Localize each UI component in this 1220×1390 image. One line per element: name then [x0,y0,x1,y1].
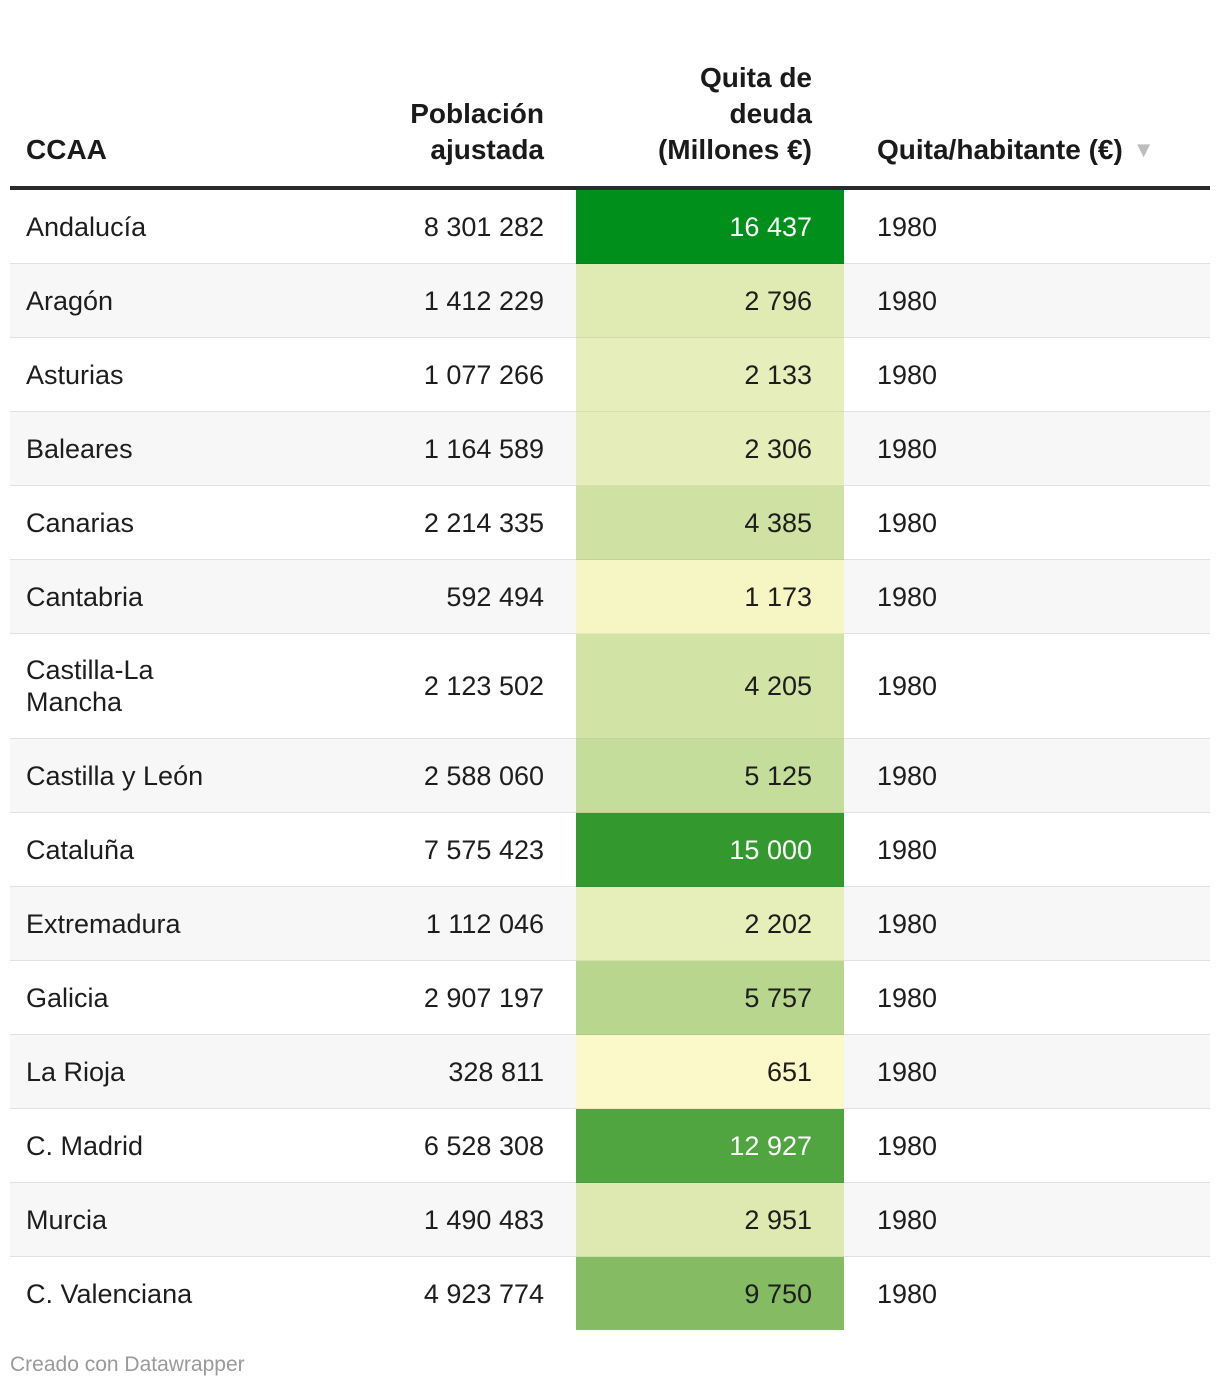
cell-ccaa: Asturias [10,337,208,412]
cell-population: 1 077 266 [208,337,576,412]
table-row: Murcia 1 490 483 2 951 1980 [10,1182,1210,1257]
column-header-per-capita-label: Quita/habitante (€) [877,134,1123,165]
cell-population: 592 494 [208,559,576,634]
cell-population: 2 123 502 [208,633,576,739]
cell-debt: 5 125 [576,738,844,813]
cell-ccaa: Baleares [10,411,208,486]
cell-debt: 4 205 [576,633,844,739]
cell-population: 6 528 308 [208,1108,576,1183]
cell-ccaa: Aragón [10,263,208,338]
cell-population: 4 923 774 [423,1278,544,1309]
cell-ccaa: Castilla-La Mancha [10,633,208,739]
table-row: Cataluña 7 575 423 15 000 1980 [10,812,1210,887]
table-row: Asturias 1 077 266 2 133 1980 [10,337,1210,412]
column-header-ccaa-label: CCAA [26,134,107,165]
cell-debt: 2 306 [576,411,844,486]
cell-population: 2 907 197 [208,960,576,1035]
cell-debt: 1 173 [576,559,844,634]
cell-per-capita: 1980 [844,633,1210,739]
table-row: C. Madrid 6 528 308 12 927 1980 [10,1108,1210,1183]
cell-debt: 16 437 [576,188,844,264]
column-header-debt-label: Quita de deuda (Millones €) [658,60,812,168]
cell-population: 328 811 [208,1034,576,1109]
cell-per-capita: 1980 [844,738,1210,813]
data-table: CCAA Población ajustada Quita de deuda (… [10,0,1210,1330]
table-header: CCAA Población ajustada Quita de deuda (… [10,0,1210,190]
column-header-debt-line1: Quita de [699,62,812,93]
table-row: Andalucía 8 301 282 16 437 1980 [10,188,1210,264]
cell-ccaa: Galicia [10,960,208,1035]
cell-debt: 2 951 [576,1182,844,1257]
cell-debt: 5 757 [576,960,844,1035]
cell-ccaa: La Rioja [10,1034,208,1109]
cell-population: 7 575 423 [208,812,576,887]
column-header-debt[interactable]: Quita de deuda (Millones €) [576,0,844,190]
cell-population: 8 301 282 [208,188,576,264]
cell-ccaa: Murcia [10,1182,208,1257]
cell-debt: 9 750 [576,1256,844,1330]
cell-per-capita: 1980 [844,485,1210,560]
credit-footer[interactable]: Creado con Datawrapper [10,1353,245,1376]
cell-per-capita: 1980 [844,886,1210,961]
cell-ccaa: Cantabria [10,559,208,634]
column-header-per-capita[interactable]: Quita/habitante (€) ▼ [844,0,1210,190]
cell-ccaa: Extremadura [10,886,208,961]
cell-per-capita: 1980 [844,337,1210,412]
cell-population: 1 490 483 [208,1182,576,1257]
cell-population: 2 588 060 [208,738,576,813]
table-row: Cantabria 592 494 1 173 1980 [10,559,1210,634]
cell-per-capita: 1980 [844,559,1210,634]
cell-per-capita: 1980 [844,1034,1210,1109]
cell-ccaa: C. Valenciana [26,1278,193,1309]
cell-debt: 2 202 [576,886,844,961]
cell-ccaa: Andalucía [10,188,208,264]
table-row: Canarias 2 214 335 4 385 1980 [10,485,1210,560]
cell-per-capita: 1980 [844,188,1210,264]
cell-per-capita: 1980 [844,1108,1210,1183]
column-header-population[interactable]: Población ajustada [208,0,576,190]
column-header-debt-line3: (Millones €) [657,134,812,165]
cell-ccaa: Castilla y León [10,738,208,813]
cell-population: 1 164 589 [208,411,576,486]
cell-debt: 2 133 [576,337,844,412]
cell-ccaa: Canarias [10,485,208,560]
cell-debt: 4 385 [576,485,844,560]
cell-ccaa: C. Madrid [10,1108,208,1183]
cell-ccaa: Cataluña [10,812,208,887]
column-header-debt-line2: deuda [729,98,812,129]
cell-debt: 15 000 [576,812,844,887]
cell-per-capita: 1980 [844,263,1210,338]
header-row: CCAA Población ajustada Quita de deuda (… [10,0,1210,190]
table-body: Andalucía 8 301 282 16 437 1980 Aragón 1 412 … [10,188,1210,1330]
table-row: Castilla y León 2 588 060 5 125 1980 [10,738,1210,813]
table-row: Galicia 2 907 197 5 757 1980 [10,960,1210,1035]
table-row: Aragón 1 412 229 2 796 1980 [10,263,1210,338]
column-header-population-label: Población ajustada [410,96,544,168]
table-row: Baleares 1 164 589 2 306 1980 [10,411,1210,486]
column-header-population-line2: ajustada [430,134,544,165]
cell-debt: 2 796 [576,263,844,338]
cell-population: 2 214 335 [208,485,576,560]
cell-per-capita: 1980 [844,960,1210,1035]
cell-per-capita: 1980 [877,1278,938,1309]
column-header-ccaa[interactable]: CCAA [10,0,208,190]
sort-descending-icon[interactable]: ▼ [1132,137,1155,162]
cell-debt: 651 [576,1034,844,1109]
cell-population: 1 112 046 [208,886,576,961]
cell-debt: 12 927 [576,1108,844,1183]
cell-population: 1 412 229 [208,263,576,338]
cell-per-capita: 1980 [844,1182,1210,1257]
table-row: C. Valenciana 4 923 774 9 750 1980 [10,1256,1210,1330]
cell-per-capita: 1980 [844,812,1210,887]
table-row: Castilla-La Mancha 2 123 502 4 205 1980 [10,633,1210,739]
data-table-container: CCAA Población ajustada Quita de deuda (… [10,0,1210,1330]
table-row: Extremadura 1 112 046 2 202 1980 [10,886,1210,961]
column-header-population-line1: Población [410,98,544,129]
cell-per-capita: 1980 [844,411,1210,486]
table-row: La Rioja 328 811 651 1980 [10,1034,1210,1109]
